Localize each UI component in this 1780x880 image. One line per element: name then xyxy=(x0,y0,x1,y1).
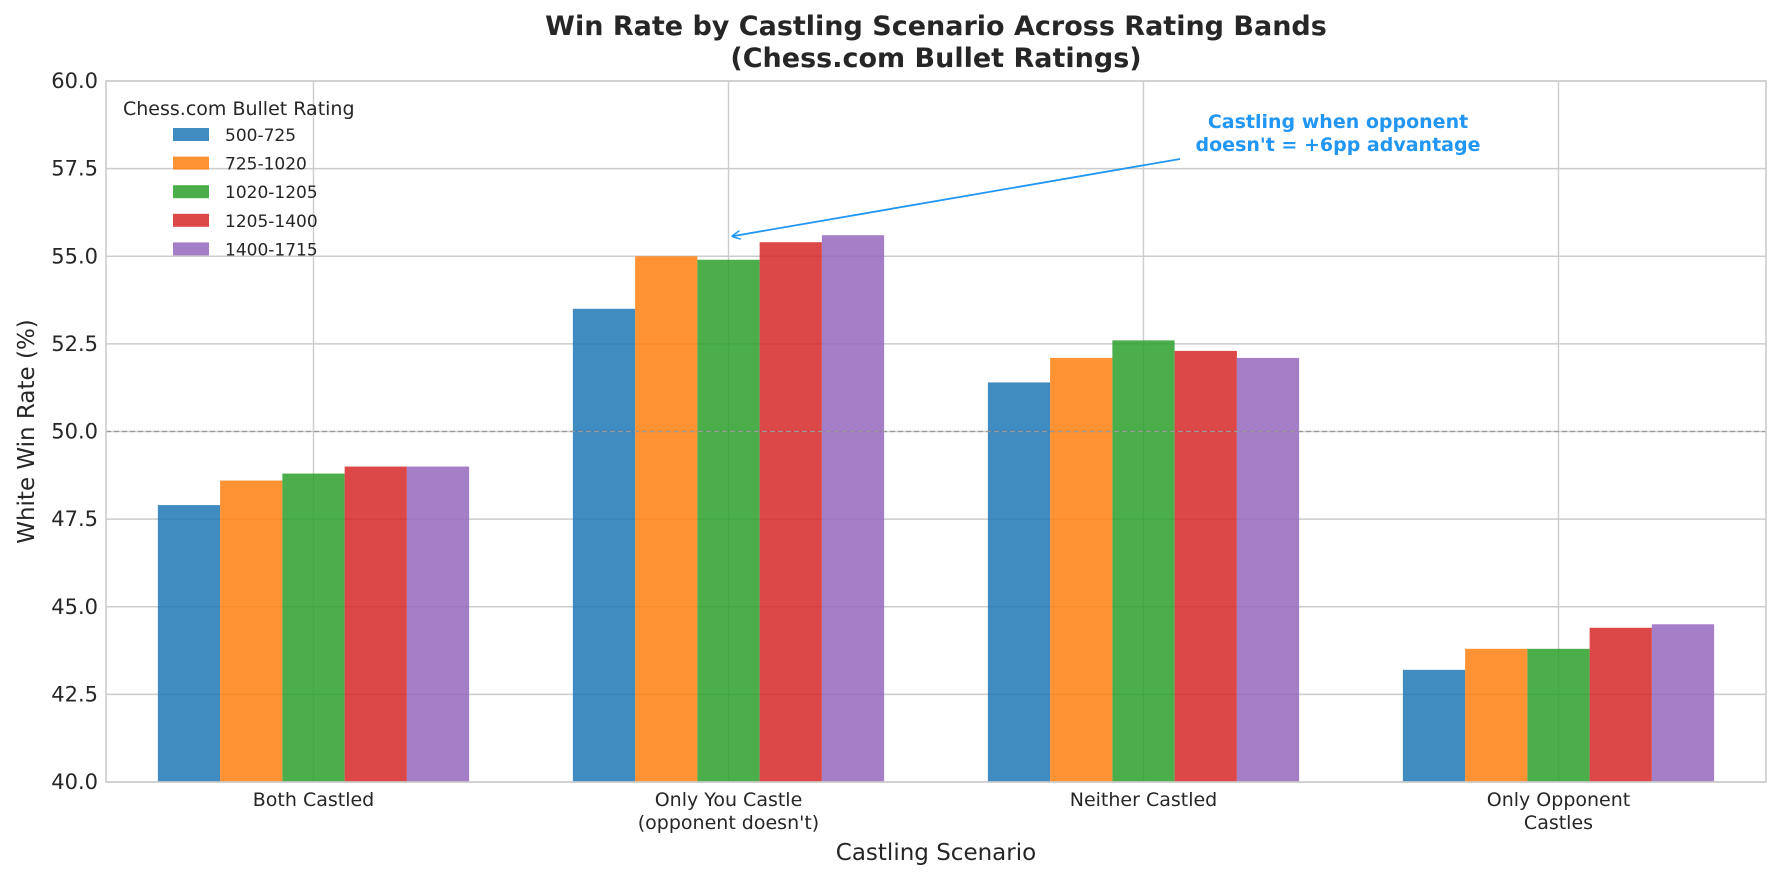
bar xyxy=(282,473,345,782)
legend-item: 500-725 xyxy=(173,126,296,146)
y-tick-label: 47.5 xyxy=(51,507,98,531)
bar xyxy=(1651,624,1715,782)
bar xyxy=(1465,648,1528,782)
title-line: (Chess.com Bullet Ratings) xyxy=(730,43,1141,74)
legend-title: Chess.com Bullet Rating xyxy=(123,98,355,120)
title-line: Win Rate by Castling Scenario Across Rat… xyxy=(545,11,1327,42)
bars xyxy=(157,235,1715,783)
bar xyxy=(406,466,470,782)
legend-label: 500-725 xyxy=(225,126,296,146)
y-tick-label: 50.0 xyxy=(51,420,98,444)
legend-swatch xyxy=(173,242,209,256)
y-tick-label: 60.0 xyxy=(51,69,98,93)
y-tick-label: 55.0 xyxy=(51,244,98,268)
annotation-text: doesn't = +6pp advantage xyxy=(1196,134,1481,156)
series-1205-1400 xyxy=(344,242,1652,783)
bar xyxy=(1236,357,1300,782)
series-1020-1205 xyxy=(282,259,1590,782)
legend-swatch xyxy=(173,213,209,227)
x-tick-label: Only You Castle xyxy=(655,789,803,811)
x-tick-label: Only Opponent xyxy=(1487,789,1630,811)
bar xyxy=(697,259,760,782)
series-725-1020 xyxy=(220,256,1528,782)
y-axis-label: White Win Rate (%) xyxy=(14,319,40,544)
x-tick-label: Castles xyxy=(1524,812,1593,834)
annotation-arrow xyxy=(733,158,1181,236)
y-tick-label: 42.5 xyxy=(51,682,98,706)
bar xyxy=(1527,648,1590,782)
annotation-text: Castling when opponent xyxy=(1208,111,1468,133)
legend-item: 725-1020 xyxy=(173,155,307,175)
chart-title: Win Rate by Castling Scenario Across Rat… xyxy=(545,11,1327,74)
x-tick-labels: Both Castled Only You Castle(opponent doe… xyxy=(253,789,1630,834)
legend-swatch xyxy=(173,156,209,170)
bar xyxy=(1589,627,1652,782)
y-tick-label: 57.5 xyxy=(51,157,98,181)
legend-swatch xyxy=(173,185,209,199)
series-1400-1715 xyxy=(406,235,1715,783)
bar xyxy=(635,256,698,782)
bar xyxy=(1112,340,1175,782)
x-tick-label: Neither Castled xyxy=(1070,789,1218,811)
plot-frame xyxy=(105,80,1767,783)
bar xyxy=(1050,357,1113,782)
bar xyxy=(344,466,407,782)
legend-label: 1020-1205 xyxy=(225,183,318,203)
legend-item: 1020-1205 xyxy=(173,183,318,203)
bar xyxy=(157,505,221,782)
legend-label: 1400-1715 xyxy=(225,240,318,260)
legend-label: 1205-1400 xyxy=(225,212,318,232)
x-tick-label: (opponent doesn't) xyxy=(638,812,819,834)
legend-label: 725-1020 xyxy=(225,155,307,175)
legend-item: 1400-1715 xyxy=(173,240,318,260)
y-tick-labels: 40.0 42.5 45.0 47.5 50.0 52.5 55.0 57.5 60.0 xyxy=(51,69,98,794)
legend: Chess.com Bullet Rating 500-725 725-1020 10… xyxy=(123,98,355,260)
bar xyxy=(987,382,1051,782)
x-tick-label: Both Castled xyxy=(253,789,374,811)
bar xyxy=(220,480,283,782)
series-500-725 xyxy=(157,308,1466,782)
bar xyxy=(821,235,885,783)
legend-item: 1205-1400 xyxy=(173,212,318,232)
y-tick-label: 52.5 xyxy=(51,332,98,356)
bar xyxy=(1174,350,1237,782)
bar xyxy=(572,308,636,782)
x-axis-label: Castling Scenario xyxy=(836,840,1036,866)
bar xyxy=(1402,669,1466,782)
y-tick-label: 40.0 xyxy=(51,770,98,794)
legend-swatch xyxy=(173,128,209,141)
y-tick-label: 45.0 xyxy=(51,595,98,619)
bar xyxy=(759,242,822,783)
